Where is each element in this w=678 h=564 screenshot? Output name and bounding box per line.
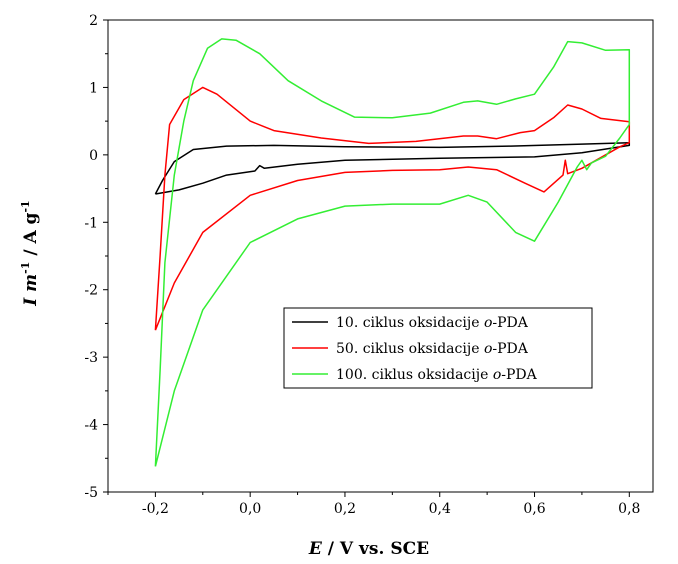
- series-line-3: [154, 38, 631, 467]
- series-line-1: [154, 141, 631, 195]
- y-tick-label: -3: [84, 350, 98, 366]
- x-tick-label: 0,8: [618, 501, 640, 517]
- legend-box: [283, 307, 593, 389]
- legend-label-2: 50. ciklus oksidacije o-PDA: [336, 341, 529, 357]
- x-tick-label: -0,2: [142, 501, 169, 517]
- y-tick-label: -1: [84, 215, 98, 231]
- ticks-layer: -0,2 0,0 0,2 0,4 0,6 0,8 -5 -4 -3 -2 -1 0 1 2: [84, 13, 640, 517]
- y-tick-label: 0: [89, 148, 98, 164]
- y-tick-label: -5: [84, 485, 98, 501]
- x-tick-label: 0,4: [429, 501, 451, 517]
- x-tick-label: 0,2: [334, 501, 356, 517]
- y-tick-label: -4: [84, 418, 98, 434]
- x-tick-label: 0,0: [239, 501, 261, 517]
- series-line-2: [154, 86, 631, 331]
- legend-label-1: 10. ciklus oksidacije o-PDA: [336, 315, 529, 331]
- y-axis-title: I m-1 / A g-1: [19, 200, 41, 306]
- y-tick-label: 2: [89, 13, 98, 29]
- legend-label-3: 100. ciklus oksidacije o-PDA: [336, 367, 538, 383]
- y-tick-label: -2: [84, 283, 98, 299]
- legend-entries: 10. ciklus oksidacije o-PDA 50. ciklus ok…: [292, 315, 538, 383]
- x-tick-label: 0,6: [523, 501, 545, 517]
- legend: 10. ciklus oksidacije o-PDA 50. ciklus ok…: [283, 307, 593, 389]
- x-axis-title: E / V vs. SCE: [308, 539, 429, 559]
- y-tick-label: 1: [89, 80, 98, 96]
- series-layer: [154, 38, 631, 467]
